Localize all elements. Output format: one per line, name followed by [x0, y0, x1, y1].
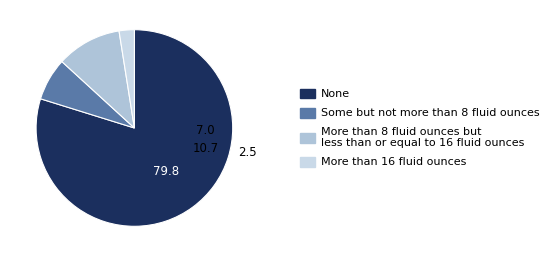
Wedge shape: [40, 62, 134, 128]
Legend: None, Some but not more than 8 fluid ounces, More than 8 fluid ounces but
less t: None, Some but not more than 8 fluid oun…: [300, 89, 539, 167]
Text: 7.0: 7.0: [196, 124, 214, 137]
Wedge shape: [36, 30, 233, 226]
Wedge shape: [62, 31, 134, 128]
Text: 2.5: 2.5: [239, 146, 257, 159]
Text: 10.7: 10.7: [192, 142, 218, 155]
Wedge shape: [119, 30, 134, 128]
Text: 79.8: 79.8: [153, 165, 180, 178]
